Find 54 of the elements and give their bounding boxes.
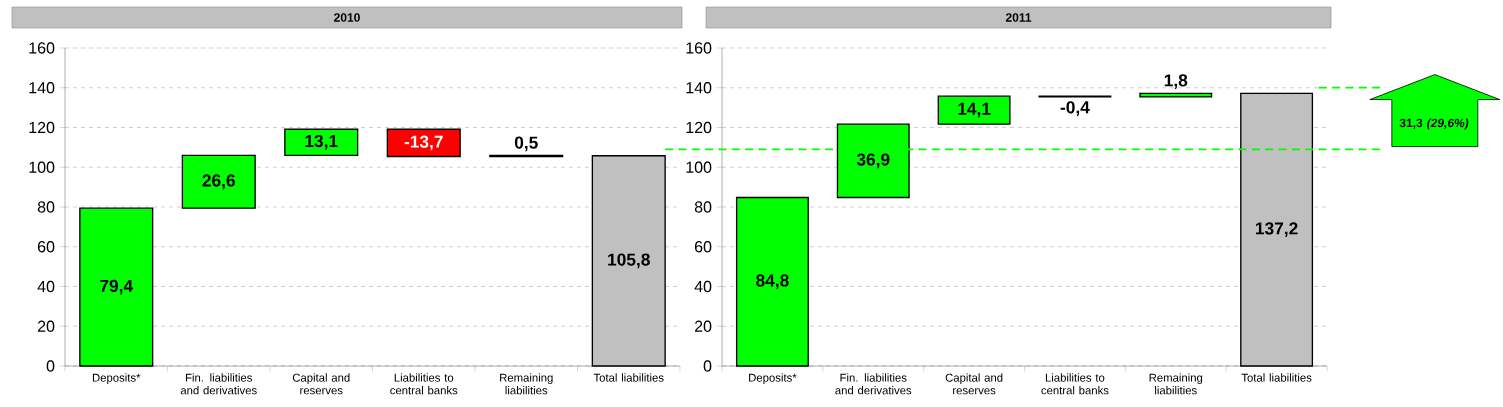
data-label: 84,8 [756,274,789,290]
y-tick-label: 0 [703,360,712,372]
chart-title: 2011 [1005,13,1032,22]
chart-title: 2010 [334,13,360,22]
bar [386,128,461,158]
data-label: 13,1 [305,134,338,150]
y-tick-label: 100 [29,161,55,173]
x-tick-label: Remaining liabilities [500,373,553,395]
bar [284,128,359,156]
data-label: 79,4 [100,279,134,295]
y-tick-label: 40 [694,280,712,293]
y-tick-label: 140 [29,82,55,94]
data-label: 14,1 [958,102,991,118]
x-tick-label: Capital and reserves [945,373,1003,395]
data-label: 137,2 [1255,222,1298,238]
data-label: 36,9 [856,153,890,169]
x-tick-label: Fin. liabilities and derivatives [180,373,257,395]
x-tick-label: Remaining liabilities [1149,373,1203,395]
x-tick-label: Fin. liabilities and derivatives [835,373,912,395]
bar [1240,92,1314,367]
data-label: 1,8 [1164,74,1188,90]
x-tick-label: Deposits* [749,373,797,384]
text: 31,3 (29,6%) [1399,118,1469,130]
y-tick-label: 120 [29,121,55,134]
x-tick-label: Liabilities to central banks [390,373,458,395]
x-tick-label: Deposits* [92,373,141,384]
x-tick-label: Total liabilities [1241,373,1312,382]
y-tick-label: 80 [694,201,712,213]
y-tick-label: 100 [686,161,712,173]
y-tick-label: 20 [694,320,712,332]
data-label: -13,7 [404,135,443,151]
bar [735,196,809,367]
data-label: 0,5 [514,136,538,152]
bar [591,155,666,367]
y-tick-label: 0 [46,360,55,372]
y-tick-label: 80 [37,201,55,213]
y-tick-label: 60 [694,241,712,253]
y-tick-label: 140 [686,82,712,94]
bar [1139,92,1213,98]
x-tick-label: Total liabilities [593,373,664,382]
data-label: 105,8 [608,253,650,269]
data-label: 26,6 [202,174,235,190]
bar [79,207,154,367]
y-tick-label: 40 [37,280,55,293]
x-tick-label: Liabilities to central banks [1041,373,1109,395]
y-tick-label: 160 [686,42,712,54]
y-tick-label: 120 [686,121,712,134]
bar [181,154,256,209]
bar [937,95,1011,125]
x-tick-label: Capital and reserves [292,373,350,395]
y-tick-label: 60 [37,241,55,253]
y-tick-label: 160 [29,42,55,54]
y-tick-label: 20 [37,320,55,332]
data-label: -0,4 [1060,101,1090,116]
